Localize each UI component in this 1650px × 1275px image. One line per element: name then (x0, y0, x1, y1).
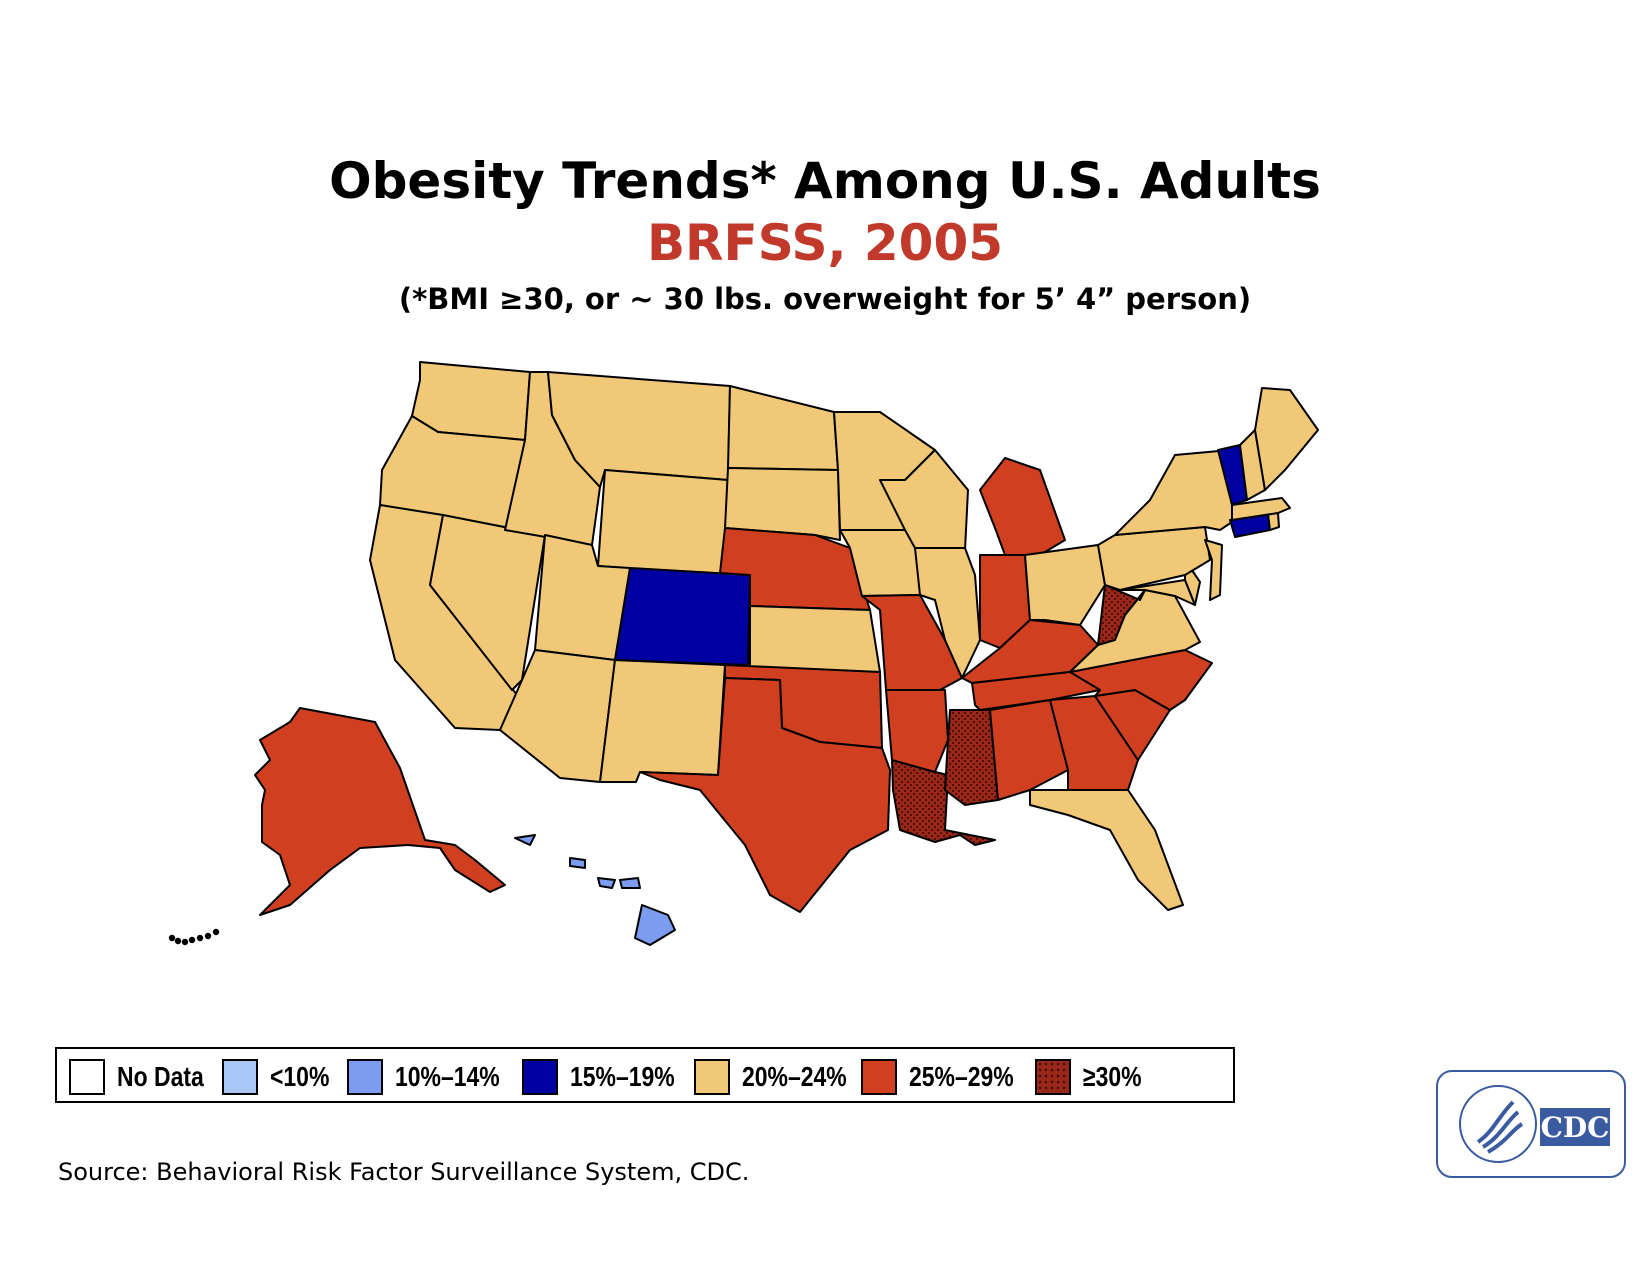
state-tx (639, 677, 891, 913)
legend: No Data <10% 10%–14% 15%–19% 20%–24% 25%–29% ≥… (55, 1047, 1235, 1103)
aleutian-island (174, 937, 182, 945)
legend-swatch (1035, 1059, 1071, 1095)
state-nd (727, 385, 839, 471)
legend-item: 25%–29% (861, 1059, 1037, 1095)
legend-label: 25%–29% (909, 1061, 1014, 1092)
legend-swatch (222, 1059, 258, 1095)
legend-item: 10%–14% (347, 1059, 523, 1095)
legend-item: 15%–19% (522, 1059, 698, 1095)
map-title: Obesity Trends* Among U.S. Adults (329, 152, 1321, 210)
state-ma (1231, 497, 1291, 521)
state-nc (1069, 649, 1213, 711)
source-note: Source: Behavioral Risk Factor Surveilla… (58, 1158, 750, 1186)
legend-label: 15%–19% (570, 1061, 675, 1092)
state-hi (514, 834, 676, 946)
state-ri (1267, 512, 1280, 531)
legend-item: 20%–24% (694, 1059, 870, 1095)
legend-item: ≥30% (1035, 1059, 1154, 1095)
legend-swatch (694, 1059, 730, 1095)
state-ms (944, 709, 999, 806)
map-subtitle: BRFSS, 2005 (646, 214, 1004, 272)
legend-swatch (347, 1059, 383, 1095)
state-wi (879, 449, 969, 551)
aleutian-island (204, 932, 212, 940)
cdc-logo: CDC (1436, 1070, 1626, 1178)
legend-label: <10% (270, 1061, 330, 1092)
aleutian-island (212, 928, 220, 936)
state-nm (599, 659, 726, 783)
state-ak (254, 707, 506, 916)
state-me (1254, 387, 1319, 491)
state-ks (749, 605, 881, 673)
legend-swatch (522, 1059, 558, 1095)
state-ar (885, 689, 949, 773)
state-la (891, 759, 996, 846)
state-al (989, 699, 1069, 801)
legend-label: 10%–14% (395, 1061, 500, 1092)
state-ny (1114, 449, 1236, 536)
us-obesity-map (168, 361, 1319, 946)
legend-label: ≥30% (1083, 1061, 1142, 1092)
state-fl (1029, 789, 1184, 911)
legend-item: No Data (69, 1059, 223, 1095)
aleutian-island (188, 936, 196, 944)
state-sd (724, 467, 841, 541)
state-mi (979, 457, 1066, 556)
legend-swatch (861, 1059, 897, 1095)
legend-item: <10% (222, 1059, 342, 1095)
state-co (614, 567, 751, 666)
aleutian-island (181, 938, 189, 946)
state-mo (861, 594, 963, 691)
state-wy (597, 469, 729, 576)
state-md (1119, 579, 1196, 606)
bmi-footnote: (*BMI ≥30, or ~ 30 lbs. overweight for 5… (398, 282, 1252, 316)
state-oh (1024, 544, 1106, 626)
aleutian-island (196, 934, 204, 942)
legend-label: No Data (117, 1061, 204, 1092)
state-nj (1204, 539, 1223, 601)
legend-swatch (69, 1059, 105, 1095)
aleutian-island (168, 934, 176, 942)
legend-label: 20%–24% (742, 1061, 847, 1092)
cdc-logo-text: CDC (1541, 1111, 1610, 1144)
